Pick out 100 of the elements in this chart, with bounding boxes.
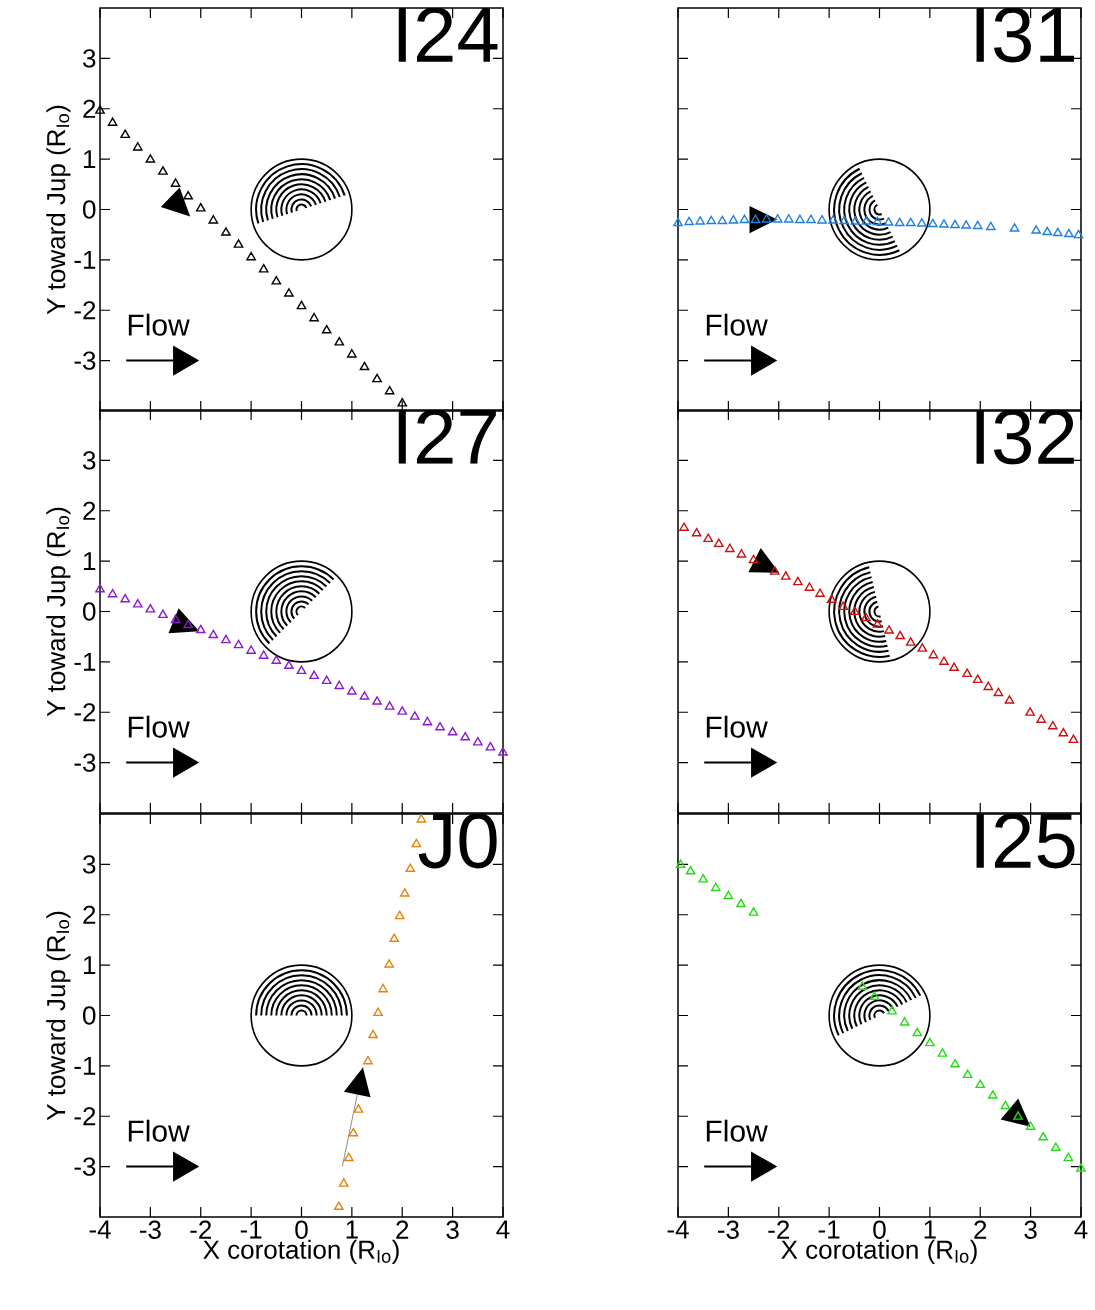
x-tick-label: -4 [89, 1220, 111, 1239]
y-tick-label: -3 [74, 1157, 96, 1176]
point [695, 216, 706, 225]
point [158, 166, 168, 175]
point [353, 1104, 364, 1113]
point [246, 645, 256, 654]
point [748, 554, 759, 564]
y-tick-label: 1 [83, 956, 96, 975]
x-tick-label: -2 [768, 1220, 789, 1239]
point [145, 603, 156, 613]
point [1068, 734, 1079, 744]
point [258, 263, 269, 273]
point [783, 214, 794, 223]
point [928, 649, 939, 659]
point [132, 598, 143, 608]
point [373, 1007, 383, 1017]
y-tick-label: 1 [83, 552, 96, 571]
point [736, 549, 747, 558]
point [815, 588, 825, 597]
point [905, 637, 916, 646]
point [817, 215, 827, 224]
point [120, 129, 131, 139]
point [912, 1027, 923, 1037]
point [405, 863, 416, 872]
y-tick-label: -1 [74, 250, 96, 269]
annotation: Flow [706, 1119, 768, 1142]
point [132, 142, 143, 151]
point [309, 670, 319, 680]
point [95, 583, 105, 593]
y-tick-label: -2 [74, 1107, 96, 1126]
point [372, 696, 382, 705]
point [208, 215, 219, 224]
point [145, 154, 156, 163]
point [750, 214, 761, 224]
annotation: Flow [128, 1119, 190, 1142]
point [673, 217, 683, 227]
y-tick-label: 1 [83, 150, 96, 169]
point [1004, 695, 1015, 704]
point [1009, 223, 1020, 232]
x-tick-label: 4 [496, 1220, 510, 1239]
point [1013, 1111, 1023, 1120]
point [761, 214, 772, 223]
point [321, 675, 332, 685]
point [972, 674, 983, 684]
point [736, 898, 746, 908]
x-tick-label: 4 [1074, 1220, 1088, 1239]
point [1064, 228, 1074, 238]
point [422, 716, 433, 726]
point [359, 361, 370, 371]
point [706, 215, 717, 225]
point [384, 959, 394, 968]
point [343, 1152, 354, 1162]
point [208, 629, 219, 639]
y-tick-label: -3 [74, 351, 96, 370]
point [857, 981, 868, 990]
point [107, 117, 118, 126]
x-tick-label: -1 [240, 1220, 262, 1239]
point [347, 686, 357, 695]
chart-title: J0 [418, 813, 497, 869]
point [937, 1048, 948, 1057]
y-axis-title: Y toward Jup (R$_{Io}$) [46, 507, 71, 717]
point [839, 215, 850, 225]
y-tick-label: 3 [82, 49, 96, 68]
point [258, 650, 269, 659]
point [975, 1079, 986, 1089]
point [950, 1058, 960, 1068]
point [435, 721, 445, 731]
point [1058, 727, 1069, 737]
point [917, 643, 928, 652]
point [1000, 1100, 1011, 1110]
x-tick-label: -4 [667, 1220, 689, 1239]
point [723, 890, 734, 900]
point [717, 215, 728, 225]
point [372, 373, 382, 383]
point [359, 691, 370, 700]
point [962, 1069, 973, 1079]
point [972, 220, 983, 230]
point [389, 933, 400, 943]
point [399, 888, 410, 897]
chart-title: I25 [976, 813, 1075, 869]
point [838, 601, 849, 611]
point [961, 220, 971, 229]
y-tick-label: 0 [83, 602, 96, 621]
point [378, 983, 388, 993]
x-tick-label: 0 [295, 1220, 308, 1239]
x-tick-label: 3 [446, 1220, 459, 1239]
point [183, 190, 194, 200]
point [1073, 229, 1084, 239]
point [725, 543, 735, 553]
annotation: Flow [706, 715, 768, 738]
point [1042, 226, 1053, 236]
point [804, 582, 815, 591]
point [309, 312, 319, 322]
point [987, 1090, 998, 1099]
point [894, 217, 905, 227]
point [221, 227, 231, 236]
point [826, 594, 837, 603]
point [728, 215, 739, 224]
annotation: Flow [128, 715, 190, 738]
point [1038, 1131, 1049, 1141]
